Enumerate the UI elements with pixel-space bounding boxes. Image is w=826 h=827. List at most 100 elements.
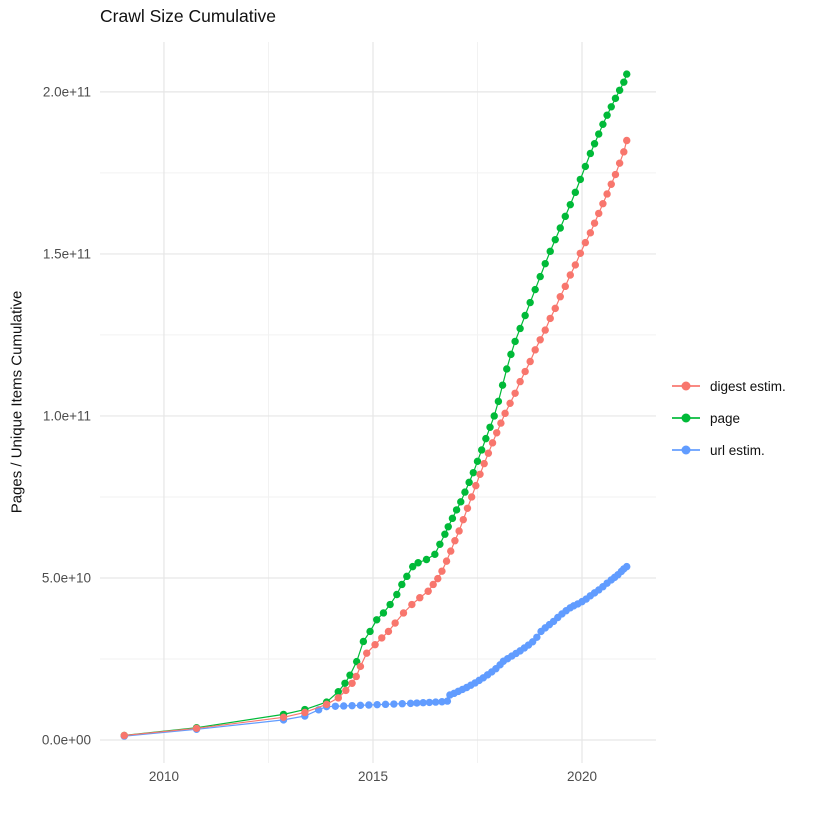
data-point-page — [556, 224, 564, 232]
data-point-page — [448, 514, 457, 523]
data-point-page — [607, 103, 615, 111]
data-point-digest — [607, 180, 615, 188]
data-point-digest — [546, 314, 554, 323]
data-point-url — [365, 701, 373, 709]
data-point-page — [590, 140, 599, 148]
data-point-digest — [391, 619, 399, 627]
legend-label: url estim. — [710, 442, 765, 458]
data-point-page — [414, 559, 422, 567]
data-point-page — [469, 468, 478, 477]
legend-label: digest estim. — [710, 378, 786, 394]
y-axis-title: Pages / Unique Items Cumulative — [8, 290, 26, 514]
data-point-page — [366, 627, 374, 636]
legend-key-icon — [672, 409, 700, 427]
data-point-page — [526, 298, 534, 307]
data-point-page — [611, 94, 620, 103]
data-point-digest — [484, 449, 493, 457]
data-point-digest — [384, 627, 393, 636]
data-point-page — [595, 130, 603, 138]
data-point-digest — [506, 399, 514, 408]
data-point-page — [408, 562, 417, 571]
data-point-digest — [497, 419, 505, 427]
data-point-page — [599, 120, 607, 129]
data-point-url — [390, 700, 398, 708]
data-point-page — [482, 434, 490, 443]
data-point-page — [452, 506, 461, 514]
data-point-url — [443, 697, 452, 705]
data-point-page — [341, 679, 349, 687]
data-point-page — [373, 616, 381, 624]
series-page — [120, 70, 631, 740]
data-point-digest — [451, 537, 459, 545]
data-point-page — [615, 86, 624, 94]
y-tick-label: 1.5e+11 — [43, 246, 91, 261]
data-point-url — [356, 701, 365, 710]
data-point-page — [386, 600, 394, 609]
data-point-digest — [429, 580, 437, 589]
data-point-page — [403, 572, 411, 581]
data-point-digest — [438, 567, 446, 575]
data-point-digest — [459, 515, 467, 524]
data-point-digest — [501, 409, 509, 418]
data-point-page — [473, 457, 482, 466]
data-point-page — [571, 188, 580, 197]
series-digest — [120, 136, 631, 740]
gridlines-minor — [100, 42, 656, 763]
data-point-digest — [576, 249, 585, 257]
data-point-page — [503, 365, 511, 373]
data-point-digest — [399, 609, 408, 617]
data-point-page — [334, 688, 342, 696]
data-point-url — [425, 698, 434, 707]
legend-item-page: page — [672, 408, 786, 428]
data-point-url — [348, 701, 356, 710]
data-point-digest — [356, 662, 365, 671]
data-point-page — [444, 523, 452, 531]
legend-item-url: url estim. — [672, 440, 786, 460]
data-point-page — [498, 381, 507, 389]
data-point-page — [511, 337, 519, 346]
chart-title: Crawl Size Cumulative — [100, 6, 277, 26]
data-point-digest — [531, 346, 539, 354]
data-point-digest — [586, 229, 595, 237]
data-point-page — [486, 423, 494, 431]
data-point-digest — [342, 686, 350, 695]
data-point-page — [566, 200, 575, 209]
legend-label: page — [710, 410, 741, 426]
data-point-page — [551, 235, 559, 244]
data-point-page — [521, 311, 529, 320]
y-tick-label: 5.0e+10 — [42, 570, 91, 585]
data-point-page — [461, 488, 469, 496]
data-point-url — [398, 699, 406, 708]
data-point-digest — [352, 672, 360, 681]
legend-key-icon — [672, 441, 700, 459]
data-point-page — [441, 530, 449, 538]
data-point-digest — [590, 219, 599, 227]
data-point-digest — [301, 708, 309, 717]
data-point-digest — [595, 209, 603, 218]
data-point-digest — [455, 527, 463, 535]
data-point-page — [581, 162, 590, 171]
y-axis-tick-labels: 0.0e+00 5.0e+10 1.0e+11 1.5e+11 2.0e+11 — [42, 84, 91, 747]
data-point-digest — [561, 282, 569, 291]
data-point-digest — [620, 148, 628, 156]
data-point-digest — [571, 261, 580, 269]
data-point-digest — [424, 587, 432, 595]
data-point-page — [507, 350, 515, 359]
data-point-digest — [556, 292, 564, 301]
data-point-digest — [472, 481, 480, 490]
data-point-url — [431, 698, 440, 706]
data-point-page — [576, 175, 585, 184]
data-point-page — [586, 149, 595, 158]
data-point-page — [465, 478, 473, 487]
data-point-digest — [603, 190, 611, 198]
data-point-digest — [120, 731, 128, 740]
data-point-digest — [192, 724, 201, 733]
data-point-digest — [408, 600, 416, 609]
y-tick-label: 1.0e+11 — [43, 408, 91, 423]
data-point-url — [331, 702, 340, 710]
data-point-url — [381, 700, 390, 709]
series-url — [120, 562, 631, 740]
data-point-digest — [467, 493, 476, 501]
data-point-digest — [463, 504, 472, 513]
